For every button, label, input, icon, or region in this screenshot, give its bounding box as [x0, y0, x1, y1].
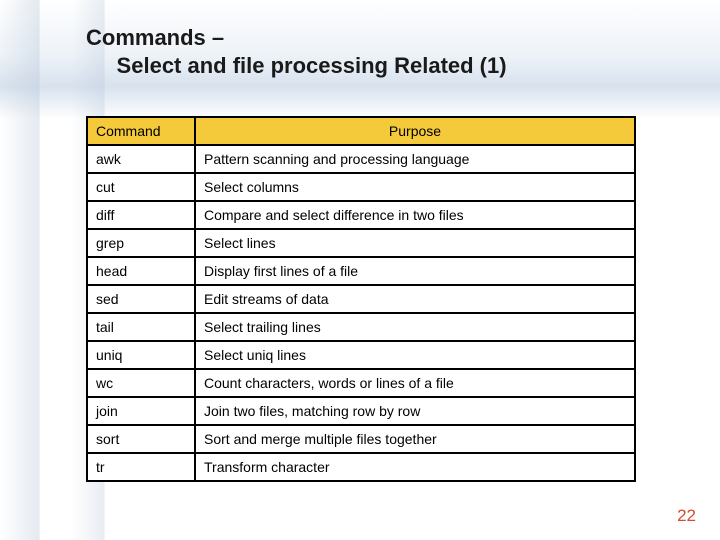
table-row: sort Sort and merge multiple files toget…	[87, 425, 635, 453]
cell-purpose: Transform character	[195, 453, 635, 481]
cell-command: awk	[87, 145, 195, 173]
cell-purpose: Pattern scanning and processing language	[195, 145, 635, 173]
cell-purpose: Select uniq lines	[195, 341, 635, 369]
cell-command: tail	[87, 313, 195, 341]
cell-purpose: Select columns	[195, 173, 635, 201]
cell-command: diff	[87, 201, 195, 229]
col-header-command: Command	[87, 117, 195, 145]
slide-title-line2: Select and file processing Related (1)	[86, 53, 507, 78]
table-row: tr Transform character	[87, 453, 635, 481]
table-row: awk Pattern scanning and processing lang…	[87, 145, 635, 173]
cell-command: grep	[87, 229, 195, 257]
table-row: join Join two files, matching row by row	[87, 397, 635, 425]
cell-command: cut	[87, 173, 195, 201]
table-header-row: Command Purpose	[87, 117, 635, 145]
cell-purpose: Compare and select difference in two fil…	[195, 201, 635, 229]
table-row: diff Compare and select difference in tw…	[87, 201, 635, 229]
table-row: cut Select columns	[87, 173, 635, 201]
cell-command: wc	[87, 369, 195, 397]
cell-purpose: Edit streams of data	[195, 285, 635, 313]
cell-purpose: Join two files, matching row by row	[195, 397, 635, 425]
table-row: grep Select lines	[87, 229, 635, 257]
cell-command: tr	[87, 453, 195, 481]
cell-command: sed	[87, 285, 195, 313]
table-row: wc Count characters, words or lines of a…	[87, 369, 635, 397]
page-number: 22	[677, 506, 696, 526]
cell-purpose: Select trailing lines	[195, 313, 635, 341]
cell-command: join	[87, 397, 195, 425]
cell-purpose: Display first lines of a file	[195, 257, 635, 285]
cell-command: head	[87, 257, 195, 285]
table-row: tail Select trailing lines	[87, 313, 635, 341]
table-row: sed Edit streams of data	[87, 285, 635, 313]
cell-purpose: Sort and merge multiple files together	[195, 425, 635, 453]
commands-table-wrap: Command Purpose awk Pattern scanning and…	[86, 116, 634, 482]
table-row: head Display first lines of a file	[87, 257, 635, 285]
cell-command: uniq	[87, 341, 195, 369]
table-row: uniq Select uniq lines	[87, 341, 635, 369]
slide-title: Commands – Select and file processing Re…	[86, 24, 507, 79]
commands-table: Command Purpose awk Pattern scanning and…	[86, 116, 636, 482]
cell-command: sort	[87, 425, 195, 453]
slide-title-line1: Commands –	[86, 25, 224, 50]
col-header-purpose: Purpose	[195, 117, 635, 145]
cell-purpose: Select lines	[195, 229, 635, 257]
cell-purpose: Count characters, words or lines of a fi…	[195, 369, 635, 397]
